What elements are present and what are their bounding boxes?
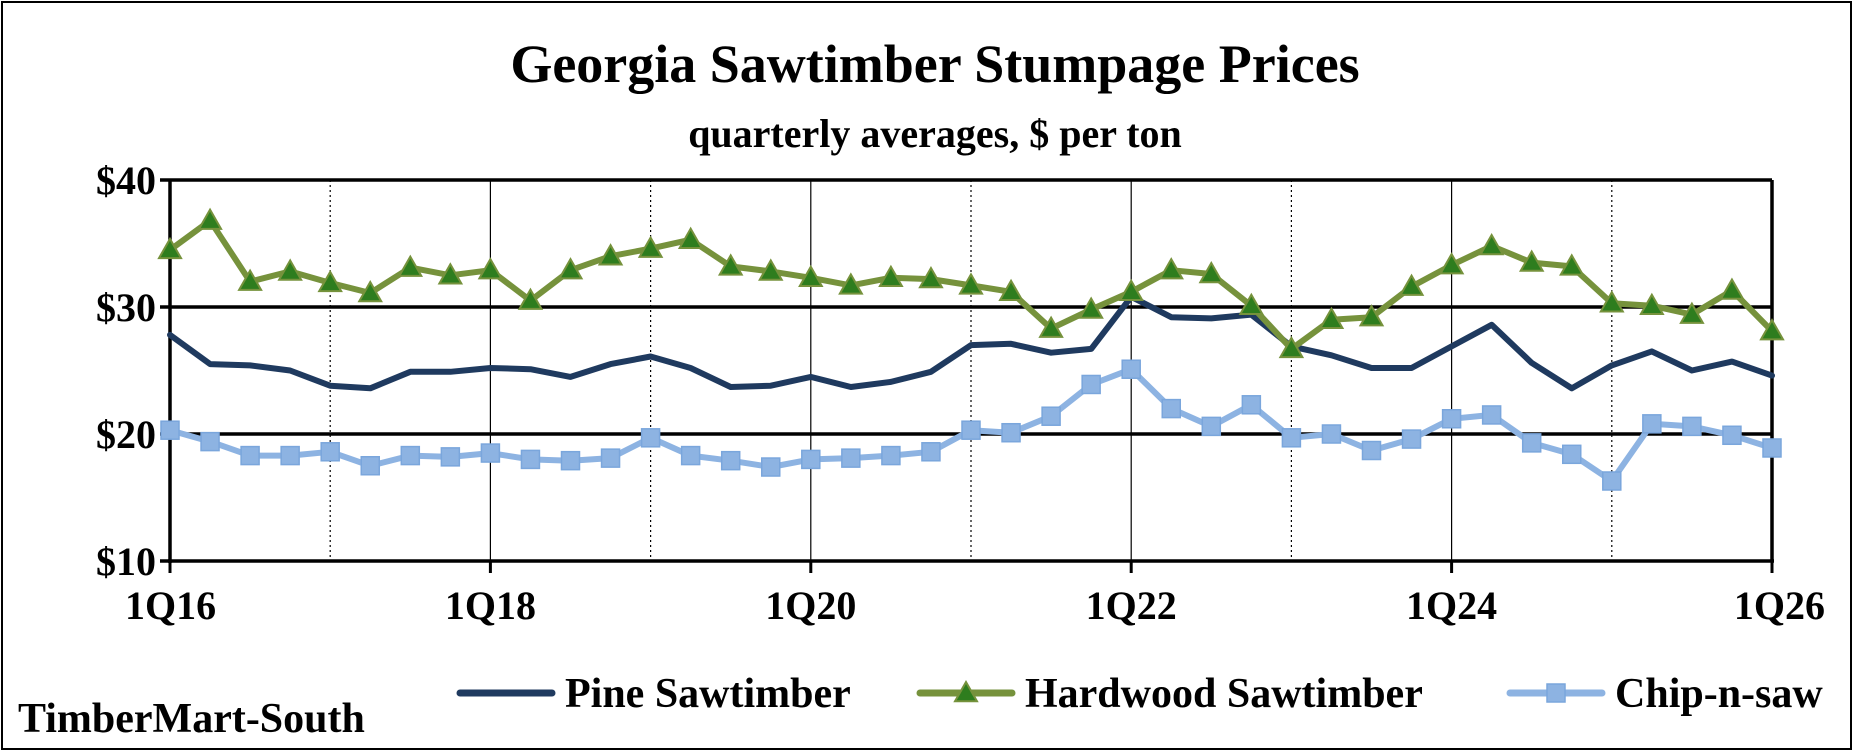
data-point-chip-n-saw <box>241 447 259 465</box>
data-point-chip-n-saw <box>1002 424 1020 442</box>
data-point-chip-n-saw <box>1403 430 1421 448</box>
data-point-chip-n-saw <box>802 450 820 468</box>
data-point-chip-n-saw <box>682 447 700 465</box>
data-point-chip-n-saw <box>1483 406 1501 424</box>
data-point-hardwood-sawtimber <box>199 210 221 229</box>
x-tick-label: 1Q18 <box>445 583 536 628</box>
data-point-chip-n-saw <box>1443 410 1461 428</box>
data-point-chip-n-saw <box>922 443 940 461</box>
legend: Pine Sawtimber Hardwood Sawtimber Chip-n-s… <box>460 671 1823 717</box>
data-point-chip-n-saw <box>1042 407 1060 425</box>
data-point-chip-n-saw <box>361 457 379 475</box>
data-point-chip-n-saw <box>1683 417 1701 435</box>
data-point-chip-n-saw <box>521 450 539 468</box>
data-point-chip-n-saw <box>161 421 179 439</box>
data-point-chip-n-saw <box>1202 417 1220 435</box>
data-point-chip-n-saw <box>1363 442 1381 460</box>
data-point-chip-n-saw <box>1763 439 1781 457</box>
y-tick-label: $10 <box>96 539 156 584</box>
data-point-chip-n-saw <box>762 458 780 476</box>
data-point-hardwood-sawtimber <box>1721 279 1743 298</box>
x-tick-label: 1Q16 <box>125 583 216 628</box>
data-point-chip-n-saw <box>1322 425 1340 443</box>
data-point-chip-n-saw <box>842 449 860 467</box>
data-point-chip-n-saw <box>602 449 620 467</box>
legend-label-pine-sawtimber: Pine Sawtimber <box>565 671 851 717</box>
data-point-chip-n-saw <box>1242 396 1260 414</box>
data-point-chip-n-saw <box>1282 429 1300 447</box>
plot-area: $10 $20 $30 $40 1Q16 1Q18 1Q20 1Q22 1Q24 1Q26 <box>96 158 1825 628</box>
data-point-chip-n-saw <box>882 447 900 465</box>
data-point-chip-n-saw <box>281 447 299 465</box>
chart-subtitle: quarterly averages, $ per ton <box>688 111 1182 156</box>
data-point-chip-n-saw <box>722 452 740 470</box>
data-point-chip-n-saw <box>201 433 219 451</box>
source-label: TimberMart-South <box>18 696 365 742</box>
legend-label-chip-n-saw: Chip-n-saw <box>1615 671 1823 717</box>
y-tick-label: $20 <box>96 412 156 457</box>
data-point-chip-n-saw <box>1723 426 1741 444</box>
y-tick-label: $30 <box>96 285 156 330</box>
data-point-chip-n-saw <box>1082 375 1100 393</box>
data-point-chip-n-saw <box>1603 472 1621 490</box>
data-point-chip-n-saw <box>1563 445 1581 463</box>
x-tick-label: 1Q22 <box>1086 583 1177 628</box>
data-point-hardwood-sawtimber <box>279 260 301 279</box>
data-point-chip-n-saw <box>441 448 459 466</box>
data-point-chip-n-saw <box>401 447 419 465</box>
legend-marker-chip-n-saw <box>1547 684 1565 702</box>
data-point-chip-n-saw <box>321 443 339 461</box>
data-point-hardwood-sawtimber <box>1481 235 1503 254</box>
data-point-chip-n-saw <box>642 429 660 447</box>
data-point-chip-n-saw <box>1643 415 1661 433</box>
chart-canvas: Georgia Sawtimber Stumpage Prices quarte… <box>0 0 1853 751</box>
x-tick-label: 1Q26 <box>1734 583 1825 628</box>
x-tick-label: 1Q20 <box>765 583 856 628</box>
chart-title: Georgia Sawtimber Stumpage Prices <box>510 34 1359 94</box>
data-point-chip-n-saw <box>962 421 980 439</box>
legend-label-hardwood-sawtimber: Hardwood Sawtimber <box>1025 671 1423 717</box>
data-point-chip-n-saw <box>481 444 499 462</box>
data-point-hardwood-sawtimber <box>680 229 702 248</box>
x-tick-label: 1Q24 <box>1406 583 1497 628</box>
y-tick-label: $40 <box>96 158 156 203</box>
data-point-chip-n-saw <box>562 452 580 470</box>
data-point-chip-n-saw <box>1523 434 1541 452</box>
data-point-chip-n-saw <box>1122 360 1140 378</box>
data-point-chip-n-saw <box>1162 400 1180 418</box>
